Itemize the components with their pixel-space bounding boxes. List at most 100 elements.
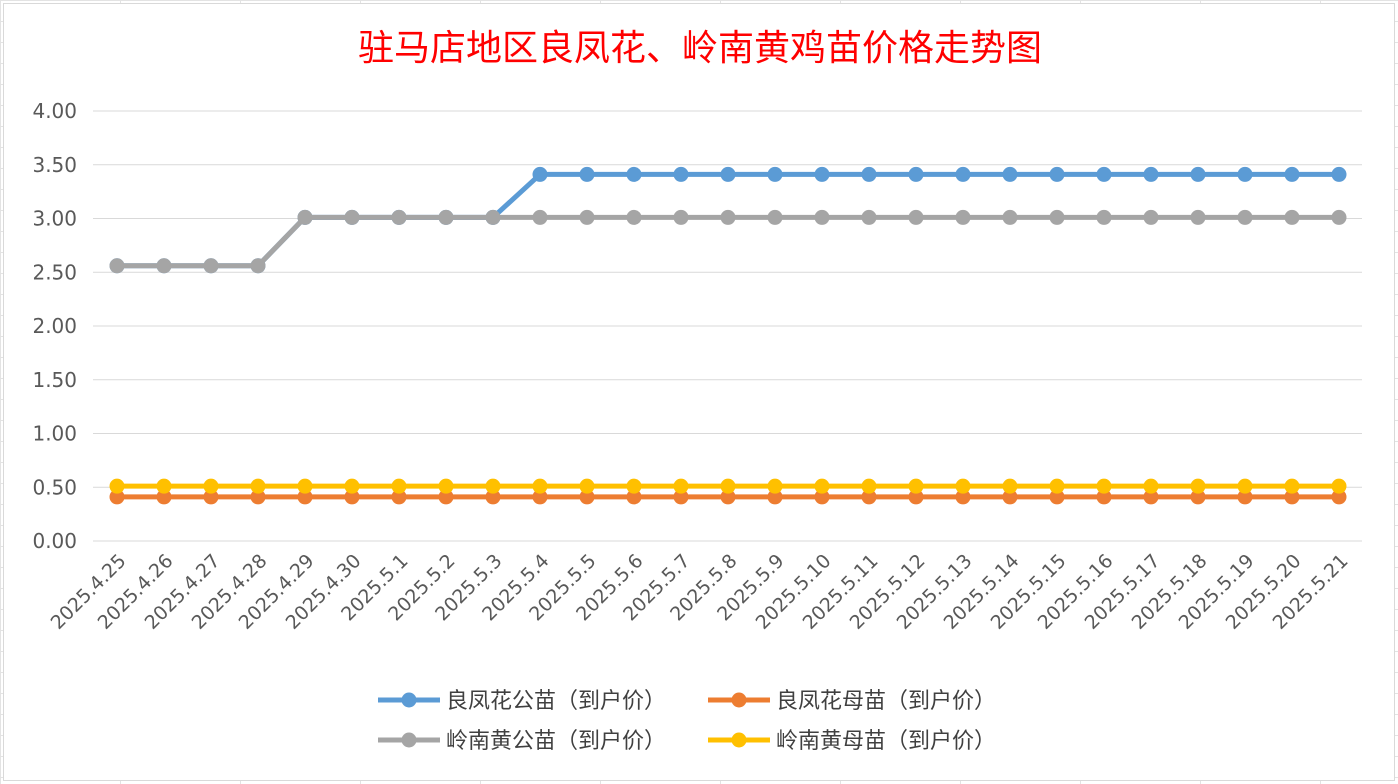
y-tick-label: 4.00 <box>32 99 77 123</box>
data-point <box>156 478 172 494</box>
data-point <box>767 209 783 225</box>
data-point <box>391 478 407 494</box>
series-3 <box>109 209 1347 274</box>
data-point <box>1331 166 1347 182</box>
data-point <box>1190 209 1206 225</box>
data-point <box>1002 166 1018 182</box>
legend-item: 良凤花母苗（到户价） <box>708 689 996 714</box>
data-point <box>720 478 736 494</box>
data-point <box>344 489 360 505</box>
data-point <box>1049 478 1065 494</box>
data-point <box>1190 166 1206 182</box>
legend-marker <box>401 692 417 708</box>
data-point <box>1002 489 1018 505</box>
series-2 <box>109 489 1347 505</box>
data-point <box>1096 478 1112 494</box>
data-point <box>720 209 736 225</box>
data-point <box>720 166 736 182</box>
data-point <box>720 489 736 505</box>
data-point <box>955 478 971 494</box>
data-point <box>1049 489 1065 505</box>
y-tick-label: 1.00 <box>32 422 77 446</box>
data-point <box>485 478 501 494</box>
data-point <box>438 489 454 505</box>
data-point <box>814 478 830 494</box>
data-point <box>1096 166 1112 182</box>
legend-label: 岭南黄公苗（到户价） <box>446 729 666 754</box>
data-point <box>955 166 971 182</box>
data-point <box>908 489 924 505</box>
legend-label: 良凤花公苗（到户价） <box>446 689 666 714</box>
data-point <box>1284 209 1300 225</box>
legend-marker <box>731 692 747 708</box>
data-point <box>626 209 642 225</box>
data-point <box>1331 209 1347 225</box>
data-point <box>908 166 924 182</box>
data-point <box>1096 489 1112 505</box>
legend-item: 良凤花公苗（到户价） <box>378 689 666 714</box>
data-point <box>532 209 548 225</box>
data-point <box>767 478 783 494</box>
data-point <box>1331 489 1347 505</box>
data-point <box>1331 478 1347 494</box>
data-point <box>908 209 924 225</box>
y-tick-label: 0.00 <box>32 529 77 553</box>
data-point <box>1237 489 1253 505</box>
data-point <box>626 489 642 505</box>
legend-label: 岭南黄母苗（到户价） <box>776 729 996 754</box>
data-point <box>767 489 783 505</box>
data-point <box>532 489 548 505</box>
legend-item: 岭南黄母苗（到户价） <box>708 729 996 754</box>
data-point <box>1049 166 1065 182</box>
data-point <box>673 489 689 505</box>
legend-label: 良凤花母苗（到户价） <box>776 689 996 714</box>
data-point <box>109 258 125 274</box>
data-point <box>673 166 689 182</box>
y-axis-ticks: 0.00 0.50 1.00 1.50 2.00 2.50 3.00 3.50 4.00 <box>32 99 77 553</box>
data-point <box>344 478 360 494</box>
data-point <box>626 478 642 494</box>
data-point <box>579 166 595 182</box>
data-point <box>156 489 172 505</box>
chart-title: 驻马店地区良凤花、岭南黄鸡苗价格走势图 <box>358 28 1042 69</box>
y-tick-label: 0.50 <box>32 475 77 499</box>
data-point <box>626 166 642 182</box>
data-point <box>955 209 971 225</box>
data-point <box>156 258 172 274</box>
data-point <box>532 166 548 182</box>
data-point <box>1284 489 1300 505</box>
data-point <box>1237 166 1253 182</box>
y-tick-label: 1.50 <box>32 368 77 392</box>
data-point <box>814 489 830 505</box>
data-point <box>861 209 877 225</box>
data-point <box>297 209 313 225</box>
y-tick-label: 2.00 <box>32 314 77 338</box>
data-point <box>1284 478 1300 494</box>
legend: 良凤花公苗（到户价） 良凤花母苗（到户价） 岭南黄公苗（到户价） 岭南黄母苗（到户价） <box>378 689 996 754</box>
data-point <box>1190 478 1206 494</box>
data-point <box>1190 489 1206 505</box>
y-tick-label: 3.50 <box>32 153 77 177</box>
data-point <box>485 489 501 505</box>
data-point <box>955 489 971 505</box>
data-point <box>438 209 454 225</box>
legend-marker <box>731 732 747 748</box>
data-point <box>579 209 595 225</box>
data-point <box>1284 166 1300 182</box>
data-point <box>297 489 313 505</box>
data-point <box>861 489 877 505</box>
data-point <box>532 478 548 494</box>
data-point <box>861 478 877 494</box>
y-tick-label: 2.50 <box>32 260 77 284</box>
legend-item: 岭南黄公苗（到户价） <box>378 729 666 754</box>
data-point <box>1143 209 1159 225</box>
data-point <box>814 209 830 225</box>
y-tick-label: 3.00 <box>32 207 77 231</box>
data-point <box>109 489 125 505</box>
data-point <box>1096 209 1112 225</box>
data-point <box>1049 209 1065 225</box>
chart-area[interactable] <box>3 3 1395 781</box>
series-4 <box>109 478 1347 494</box>
data-point <box>1237 209 1253 225</box>
